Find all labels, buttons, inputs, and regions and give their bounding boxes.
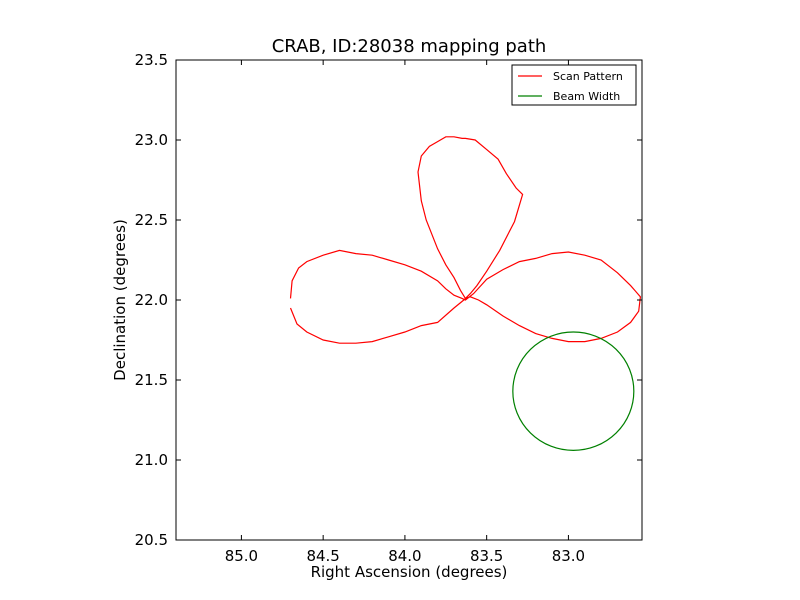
y-axis-ticks: 20.5 21.0 21.5 22.0 22.5 23.0 23.5 <box>135 51 642 549</box>
x-tick-label: 83.0 <box>552 547 585 565</box>
x-tick-label: 83.5 <box>470 547 503 565</box>
series-layer <box>289 136 642 452</box>
x-tick-label: 85.0 <box>225 547 258 565</box>
y-tick-label: 23.5 <box>135 51 168 69</box>
y-tick-label: 23.0 <box>135 131 168 149</box>
x-tick-label: 84.5 <box>306 547 339 565</box>
y-tick-label: 21.5 <box>135 371 168 389</box>
y-axis-label: Declination (degrees) <box>111 219 129 381</box>
x-axis-label: Right Ascension (degrees) <box>311 563 508 581</box>
y-tick-label: 21.0 <box>135 451 168 469</box>
chart-title: CRAB, ID:28038 mapping path <box>272 36 547 57</box>
beam-width-circle <box>512 331 635 452</box>
legend-box <box>511 64 637 106</box>
legend-label-scan-pattern: Scan Pattern <box>553 70 623 83</box>
y-tick-label: 20.5 <box>135 531 168 549</box>
x-axis-ticks: 85.0 84.5 84.0 83.5 83.0 <box>225 60 585 565</box>
y-tick-label: 22.0 <box>135 291 168 309</box>
scan-pattern-line <box>289 136 642 344</box>
plot-background <box>176 60 642 540</box>
legend: Scan Pattern Beam Width <box>511 64 637 106</box>
legend-label-beam-width: Beam Width <box>553 90 620 103</box>
x-tick-label: 84.0 <box>388 547 421 565</box>
y-tick-label: 22.5 <box>135 211 168 229</box>
